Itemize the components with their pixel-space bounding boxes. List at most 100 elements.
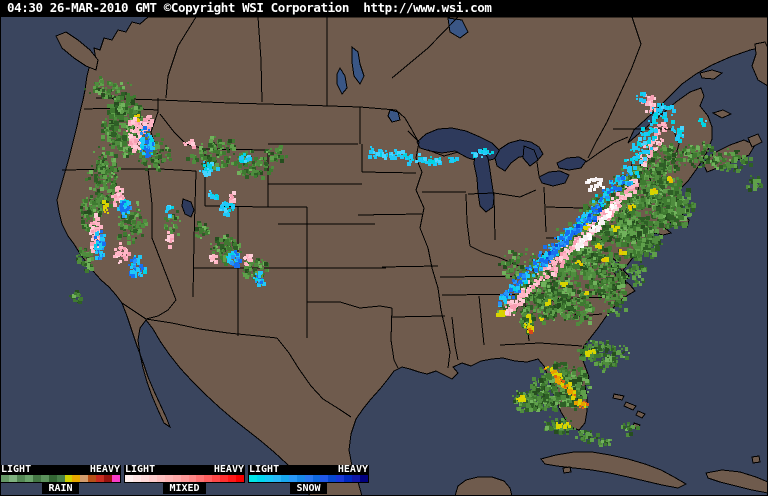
boundary-line — [536, 161, 540, 177]
boundary-line — [361, 171, 417, 174]
legend-color-cell — [249, 475, 257, 482]
boundary-line — [147, 168, 153, 238]
legend-color-cell — [132, 475, 141, 482]
legend-section-mixed: LIGHT HEAVY MIXED — [124, 465, 245, 494]
legend-type-label: MIXED — [163, 483, 206, 494]
boundary-line — [390, 307, 399, 369]
boundary-line — [499, 342, 583, 347]
boundary-line — [478, 295, 485, 346]
legend-color-cell — [328, 475, 337, 482]
legend-label-row: RAIN — [0, 483, 121, 494]
legend-color-cell — [180, 475, 189, 482]
boundary-line — [121, 302, 147, 320]
legend-color-cell — [212, 475, 221, 482]
north-america-landmass — [56, 16, 768, 496]
lake-winnipeg — [351, 45, 365, 85]
boundary-line — [307, 301, 393, 309]
radar-overlay-layer — [69, 76, 763, 447]
legend-color-cell — [344, 475, 353, 482]
legend-heavy-label: HEAVY — [337, 464, 368, 475]
legend-section-snow: LIGHT HEAVY SNOW — [248, 465, 369, 494]
boundary-line — [493, 192, 496, 241]
legend-color-cell — [48, 475, 57, 482]
bahamas-2 — [623, 401, 637, 411]
legend-color-cell — [188, 475, 197, 482]
legend-color-cell — [8, 475, 17, 482]
legend-heavy-label: HEAVY — [89, 464, 120, 475]
legend-color-cell — [312, 475, 321, 482]
precip-legend: LIGHT HEAVY RAIN LIGHT HEAVY MIXED LIGHT HEAVY S… — [0, 465, 369, 494]
boundary-line — [395, 109, 419, 142]
bahamas-3 — [635, 410, 646, 419]
boundary-line — [467, 189, 537, 198]
legend-color-cell — [148, 475, 157, 482]
legend-light-label: LIGHT — [125, 464, 156, 475]
legend-color-cell — [220, 475, 229, 482]
legend-color-cell — [80, 475, 89, 482]
legend-light-label: LIGHT — [249, 464, 280, 475]
legend-color-scale — [0, 474, 121, 483]
boundary-line — [585, 136, 629, 163]
legend-scale-header: LIGHT HEAVY — [248, 464, 369, 475]
lake-huron — [494, 139, 544, 172]
legend-color-cell — [196, 475, 205, 482]
boundary-line — [145, 299, 177, 320]
legend-color-cell — [296, 475, 305, 482]
boundary-line — [257, 16, 263, 103]
legend-color-cell — [228, 475, 237, 482]
lake-manitoba — [336, 66, 348, 95]
legend-color-cell — [1, 475, 9, 482]
hispaniola — [705, 469, 768, 494]
small-island-ne — [751, 455, 761, 464]
legend-color-cell — [272, 475, 281, 482]
boundary-line — [451, 316, 459, 361]
newfoundland — [751, 41, 768, 87]
legend-type-label: RAIN — [42, 483, 79, 494]
status-bar: 04:30 26-MAR-2010 GMT ©Copyright WSI Cor… — [0, 0, 768, 17]
boundary-line — [587, 16, 642, 159]
legend-color-cell — [64, 475, 73, 482]
prince-edward-island — [711, 109, 733, 119]
legend-color-cell — [204, 475, 213, 482]
legend-color-cell — [40, 475, 49, 482]
isla-juventud — [562, 466, 572, 474]
legend-color-cell — [360, 475, 369, 482]
yucatan-peninsula — [454, 476, 513, 496]
legend-section-rain: LIGHT HEAVY RAIN — [0, 465, 121, 494]
legend-color-cell — [104, 475, 113, 482]
boundary-line — [357, 213, 423, 216]
legend-scale-header: LIGHT HEAVY — [0, 464, 121, 475]
status-text: 04:30 26-MAR-2010 GMT ©Copyright WSI Cor… — [7, 0, 492, 15]
legend-light-label: LIGHT — [1, 464, 32, 475]
legend-label-row: SNOW — [248, 483, 369, 494]
legend-color-scale — [124, 474, 245, 483]
legend-color-cell — [172, 475, 181, 482]
boundary-line — [276, 337, 352, 418]
legend-color-cell — [336, 475, 345, 482]
lake-michigan — [473, 149, 495, 213]
legend-heavy-label: HEAVY — [213, 464, 244, 475]
legend-label-row: MIXED — [124, 483, 245, 494]
boundary-line — [61, 168, 197, 172]
boundary-line — [381, 265, 439, 268]
legend-color-cell — [288, 475, 297, 482]
georgian-bay — [522, 145, 539, 167]
lake-erie — [538, 170, 570, 187]
legend-color-cell — [32, 475, 41, 482]
boundary-line — [151, 237, 177, 301]
boundary-line — [391, 315, 446, 318]
legend-color-cell — [164, 475, 173, 482]
legend-color-cell — [156, 475, 165, 482]
legend-color-cell — [236, 475, 245, 482]
land-layer — [55, 16, 768, 496]
legend-type-label: SNOW — [290, 483, 327, 494]
lakes-layer — [181, 17, 627, 400]
boundary-line — [145, 318, 278, 339]
legend-color-cell — [96, 475, 105, 482]
boundary-line — [543, 186, 547, 233]
lake-of-the-woods — [387, 109, 401, 123]
bahamas-1 — [612, 393, 625, 401]
legend-color-cell — [304, 475, 313, 482]
legend-color-cell — [256, 475, 265, 482]
